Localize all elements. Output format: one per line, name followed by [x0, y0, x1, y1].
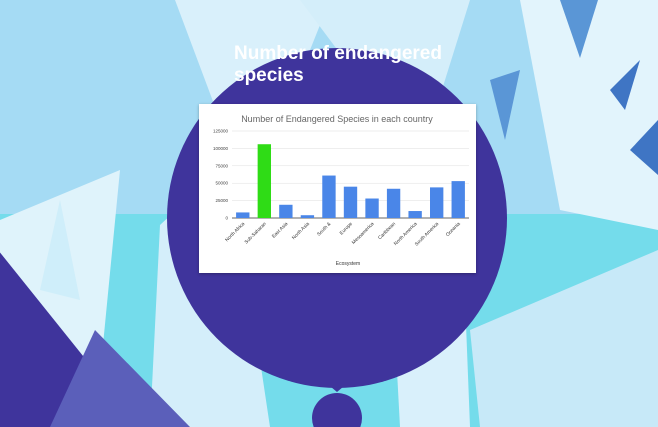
- y-tick-label: 75000: [215, 163, 228, 168]
- bar-10: [430, 187, 444, 218]
- x-tick-label: Sub-Saharan: [243, 221, 267, 245]
- x-tick-label: Oceania: [445, 221, 462, 238]
- bar-1: [236, 212, 250, 218]
- bar-7: [365, 198, 379, 218]
- ice-shard-bottom-right: [470, 250, 658, 427]
- dark-spire-left-2: [50, 330, 190, 427]
- ice-spike-4: [490, 70, 520, 140]
- chart-card: Number of Endangered Species in each cou…: [199, 104, 476, 273]
- ice-spike-3: [630, 120, 658, 175]
- slide-headline: Number of endangered species: [234, 43, 442, 86]
- bar-11: [451, 181, 465, 218]
- x-tick-label: North Asia: [291, 221, 311, 241]
- y-tick-label: 100000: [213, 146, 229, 151]
- speech-bubble-tail: [318, 376, 356, 392]
- x-axis-title: Ecosystem: [336, 261, 360, 267]
- chart-title: Number of Endangered Species in each cou…: [241, 114, 433, 124]
- x-tick-label: North Africa: [224, 221, 246, 243]
- bar-5: [322, 175, 336, 218]
- y-tick-label: 0: [225, 216, 228, 221]
- bar-6: [343, 186, 358, 218]
- bar-8: [386, 188, 401, 218]
- x-tick-label: Mesoamerica: [351, 221, 376, 246]
- bar-9: [408, 211, 422, 218]
- bubble-dot: [312, 393, 362, 427]
- y-tick-label: 50000: [215, 181, 228, 186]
- x-tick-label: East Asia: [271, 221, 290, 240]
- bar-3: [279, 204, 293, 218]
- bar-4: [300, 215, 315, 218]
- ice-spike-2: [610, 60, 640, 110]
- ice-spike-1: [560, 0, 598, 58]
- chart-bars: [236, 144, 465, 218]
- x-tick-label: Europe: [339, 221, 354, 236]
- y-tick-label: 25000: [215, 198, 228, 203]
- y-tick-label: 125000: [213, 129, 229, 134]
- bar-2: [257, 144, 271, 218]
- x-tick-label: Caribbean: [377, 221, 397, 241]
- bar-chart: Number of Endangered Species in each cou…: [213, 114, 469, 267]
- x-tick-label: South &: [316, 221, 333, 238]
- y-axis-ticks: 0 25000 50000 75000 100000 125000: [213, 129, 229, 221]
- ice-shard-top-right: [520, 0, 658, 230]
- chart-gridlines: [232, 130, 469, 219]
- ice-spike-5: [40, 200, 80, 300]
